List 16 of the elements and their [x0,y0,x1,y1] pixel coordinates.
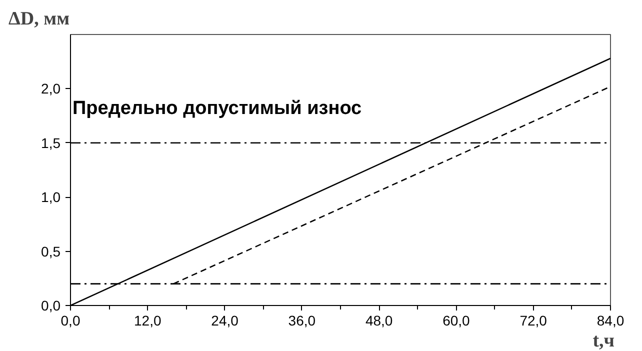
x-tick-label: 24,0 [211,312,239,328]
x-tick-label: 48,0 [365,312,393,328]
x-tick-label: 72,0 [520,312,548,328]
y-tick-label: 0,0 [41,298,61,314]
y-tick-label: 0,5 [41,243,61,260]
x-axis-title: t,ч [592,330,615,351]
x-tick-label: 36,0 [288,312,316,328]
x-tick-label: 60,0 [442,312,470,328]
x-tick-label: 84,0 [596,312,624,328]
x-tick-label: 0,0 [60,312,80,328]
y-tick-label: 1,5 [41,134,61,151]
y-axis-title: ΔD, мм [8,8,70,30]
y-tick-label: 1,0 [41,189,61,206]
ref-line-label: Предельно допустимый износ [72,98,362,119]
y-tick-label: 2,0 [41,80,61,97]
x-tick-label: 12,0 [134,312,162,328]
